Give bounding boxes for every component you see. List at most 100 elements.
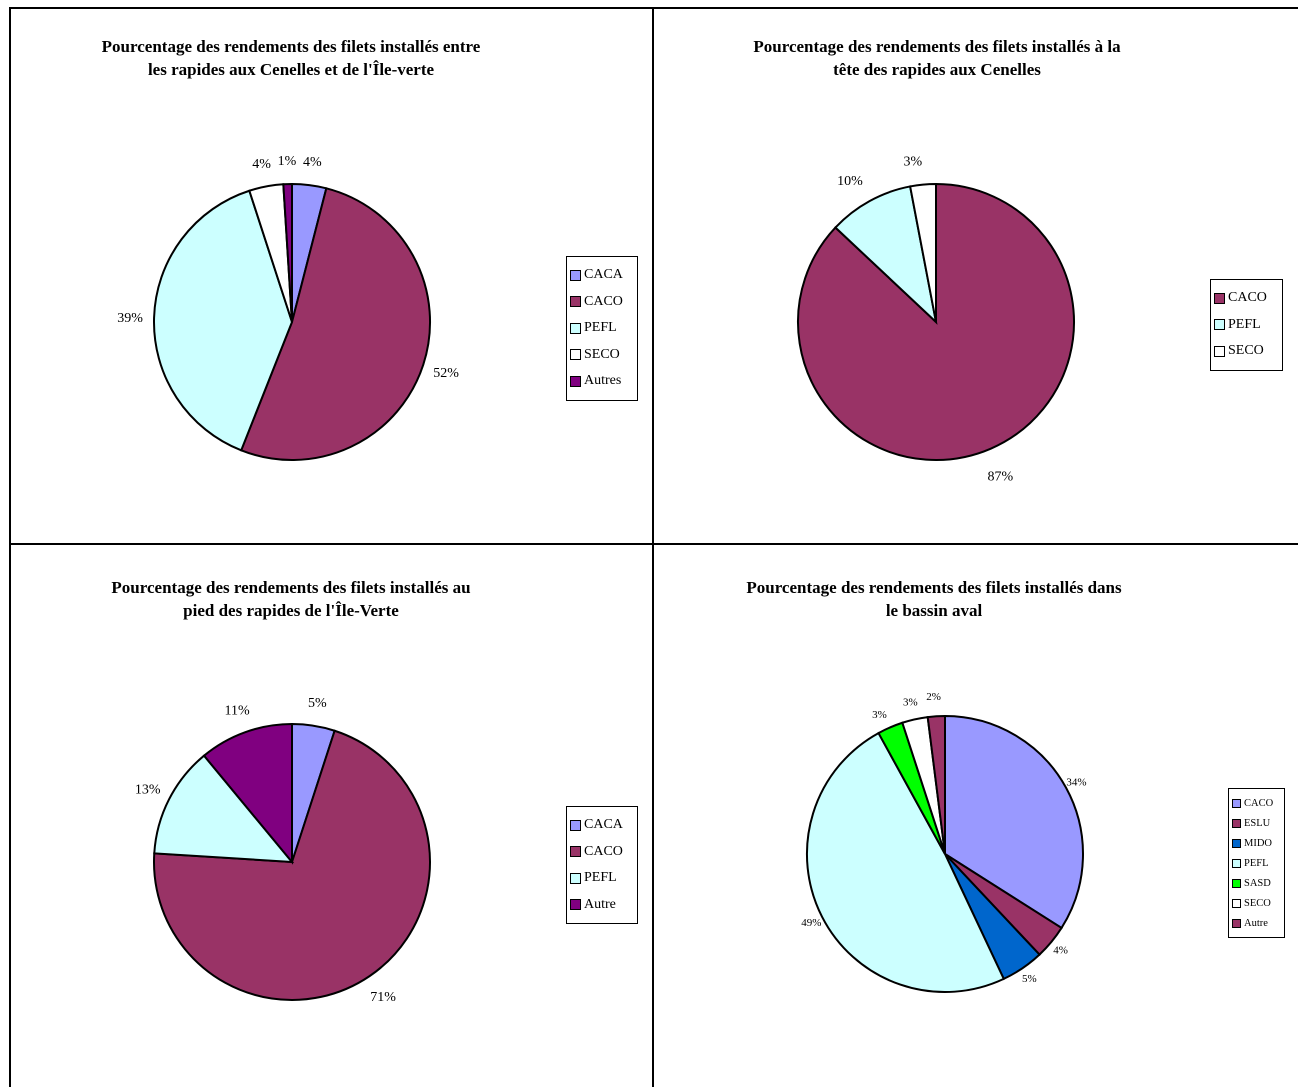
legend-swatch	[570, 322, 581, 334]
legend-label: MIDO	[1244, 837, 1272, 849]
chart-title-line-2: tête des rapides aux Cenelles	[833, 60, 1041, 79]
data-label-autre: 11%	[225, 704, 250, 719]
pie-slice-autre	[202, 722, 293, 865]
chart-legend: CACA CACO PEFL Autre	[566, 806, 638, 924]
chart-title-line-2: le bassin aval	[885, 601, 983, 620]
legend-item-seco: SECO	[1232, 893, 1284, 913]
data-label-eslu: 4%	[1053, 945, 1068, 957]
chart-legend: CACO ESLU MIDO PEFL SASD SECO Autre	[1228, 788, 1285, 938]
legend-label: PEFL	[584, 320, 617, 336]
legend-item-pefl: PEFL	[1232, 853, 1284, 873]
legend-swatch	[1232, 818, 1241, 828]
legend-item-pefl: PEFL	[570, 315, 637, 342]
legend-swatch	[1232, 898, 1241, 908]
data-label-autres: 1%	[278, 154, 297, 169]
pie-chart: 87% 10% 3%	[797, 155, 1075, 485]
legend-item-caca: CACA	[570, 262, 637, 289]
pie-slice-caco	[239, 187, 432, 461]
chart-title: Pourcentage des rendements des filets in…	[11, 576, 571, 622]
pie-chart: 5% 71% 13% 11%	[135, 696, 431, 1005]
pie-chart: 34% 4% 5% 49% 3% 3% 2%	[801, 691, 1086, 993]
legend-label: SECO	[584, 346, 620, 362]
chart-panel-2: Pourcentage des rendements des filets in…	[654, 9, 1298, 543]
data-label-caco: 87%	[987, 470, 1013, 485]
chart-title: Pourcentage des rendements des filets in…	[11, 35, 571, 81]
legend-label: CACO	[584, 293, 623, 309]
legend-item-pefl: PEFL	[570, 865, 637, 892]
legend-label: Autre	[584, 896, 616, 912]
pie-slice-pefl	[152, 189, 294, 452]
legend-item-eslu: ESLU	[1232, 813, 1284, 833]
legend-item-autres: Autres	[570, 368, 637, 395]
pie-slice-autre	[926, 714, 946, 855]
chart-title: Pourcentage des rendements des filets in…	[654, 35, 1220, 81]
legend-swatch	[1232, 838, 1241, 848]
legend-swatch	[570, 846, 581, 858]
legend-label: ESLU	[1244, 817, 1271, 829]
data-label-caco: 34%	[1066, 777, 1086, 789]
legend-swatch	[1232, 798, 1241, 808]
legend-item-pefl: PEFL	[1214, 312, 1282, 339]
legend-label: CACA	[584, 817, 623, 833]
legend-item-caca: CACA	[570, 812, 637, 839]
legend-item-seco: SECO	[1214, 338, 1282, 365]
chart-panel-1: Pourcentage des rendements des filets in…	[11, 9, 652, 543]
legend-label: CACO	[1228, 290, 1267, 306]
legend-label: Autres	[584, 373, 622, 389]
legend-item-mido: MIDO	[1232, 833, 1284, 853]
data-label-caco: 52%	[433, 366, 459, 381]
legend-swatch	[1214, 319, 1225, 331]
legend-swatch	[570, 899, 581, 911]
pie-slice-pefl	[153, 754, 295, 864]
pie-slice-pefl	[833, 185, 938, 325]
grid-border-left	[9, 7, 11, 1087]
data-label-caca: 4%	[303, 155, 322, 170]
legend-swatch	[1232, 918, 1241, 928]
data-label-seco: 3%	[903, 697, 918, 709]
chart-title-line-1: Pourcentage des rendements des filets in…	[753, 37, 1121, 56]
chart-title-line-2: les rapides aux Cenelles et de l'Île-ver…	[147, 60, 435, 79]
legend-item-caco: CACO	[570, 289, 637, 316]
chart-panel-3: Pourcentage des rendements des filets in…	[11, 545, 652, 1087]
legend-swatch	[570, 819, 581, 831]
chart-title-line-1: Pourcentage des rendements des filets in…	[746, 578, 1122, 597]
data-label-pefl: 13%	[135, 782, 161, 797]
data-label-seco: 3%	[903, 155, 922, 170]
data-label-pefl: 10%	[837, 174, 863, 189]
data-label-autre: 2%	[926, 691, 941, 703]
legend-label: CACO	[584, 843, 623, 859]
pie-slice-autres	[282, 182, 293, 323]
data-label-seco: 4%	[252, 157, 271, 172]
legend-swatch	[570, 296, 581, 308]
chart-title-line-1: Pourcentage des rendements des filets in…	[111, 578, 471, 597]
legend-item-sasd: SASD	[1232, 873, 1284, 893]
legend-swatch	[570, 269, 581, 281]
legend-swatch	[1214, 292, 1225, 304]
pie-slice-seco	[908, 182, 937, 323]
legend-swatch	[1232, 858, 1241, 868]
data-label-mido: 5%	[1022, 973, 1037, 985]
chart-panel-4: Pourcentage des rendements des filets in…	[654, 545, 1298, 1087]
legend-label: SASD	[1244, 877, 1271, 889]
grid-divider-horizontal	[9, 543, 1298, 545]
legend-swatch	[570, 375, 581, 387]
chart-legend: CACO PEFL SECO	[1210, 279, 1283, 371]
legend-swatch	[1232, 878, 1241, 888]
legend-label: PEFL	[584, 870, 617, 886]
chart-title: Pourcentage des rendements des filets in…	[654, 576, 1214, 622]
legend-label: SECO	[1228, 343, 1264, 359]
legend-label: PEFL	[1228, 316, 1261, 332]
legend-label: CACA	[584, 267, 623, 283]
pie-chart: 4% 52% 39% 4% 1%	[117, 154, 459, 461]
legend-swatch	[570, 872, 581, 884]
legend-label: CACO	[1244, 797, 1274, 809]
legend-item-caco: CACO	[1214, 285, 1282, 312]
chart-title-line-1: Pourcentage des rendements des filets in…	[101, 37, 481, 56]
grid-divider-vertical	[652, 7, 654, 1087]
chart-legend: CACA CACO PEFL SECO Autres	[566, 256, 638, 401]
data-label-caco: 71%	[370, 990, 396, 1005]
legend-item-seco: SECO	[570, 342, 637, 369]
data-label-sasd: 3%	[872, 709, 887, 721]
data-label-pefl: 39%	[117, 311, 143, 326]
legend-item-caco: CACO	[1232, 793, 1284, 813]
